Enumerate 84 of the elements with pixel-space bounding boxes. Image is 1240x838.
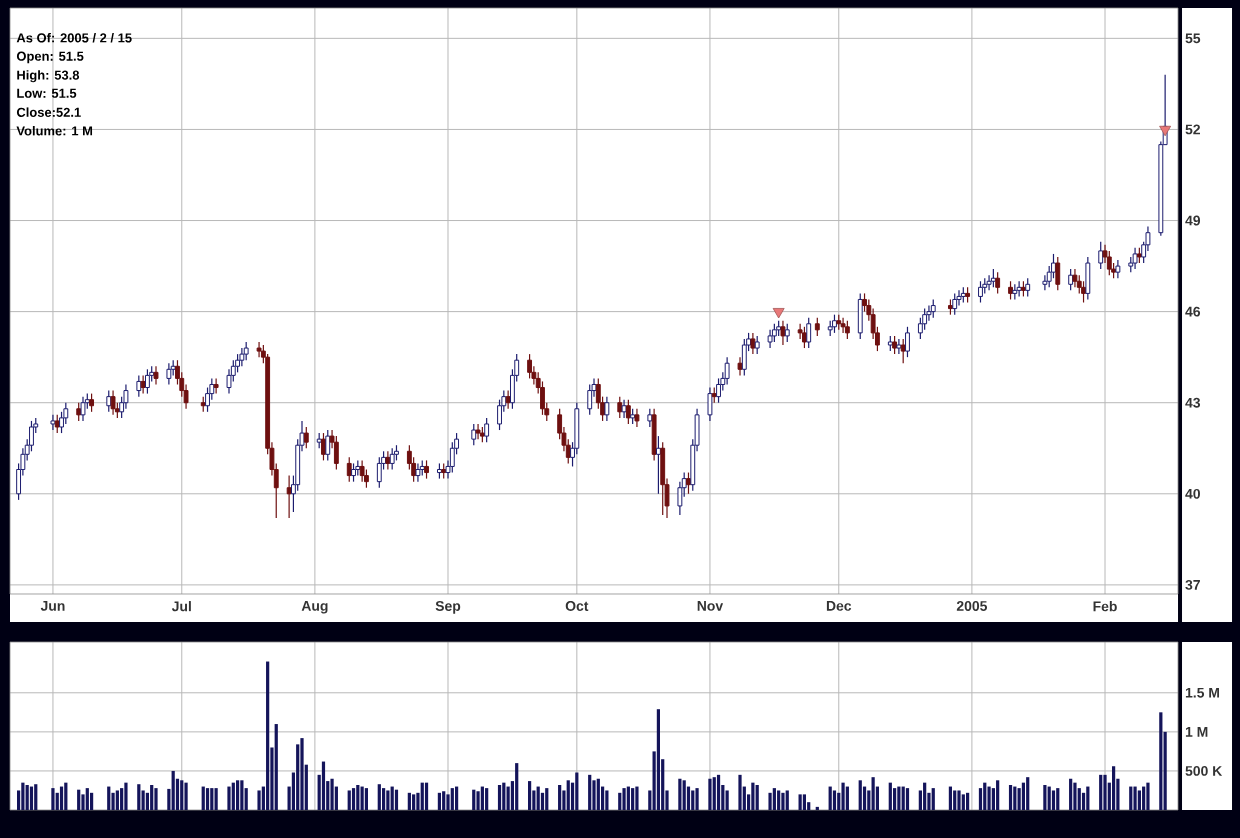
- candlestick: [832, 314, 837, 334]
- candlestick: [677, 481, 683, 516]
- candlestick: [63, 402, 69, 425]
- candlestick: [896, 338, 902, 355]
- candlestick: [587, 383, 593, 416]
- candlestick: [1106, 250, 1112, 276]
- candlestick: [862, 292, 867, 313]
- candlestick: [767, 329, 773, 349]
- candlestick: [59, 411, 64, 434]
- candlestick: [741, 338, 747, 376]
- candlestick: [737, 356, 743, 376]
- candlestick: [1098, 241, 1104, 270]
- candlestick: [29, 420, 34, 452]
- candlestick: [754, 335, 760, 355]
- candlestick: [922, 307, 928, 331]
- candlestick: [1072, 268, 1078, 288]
- candlestick: [89, 393, 95, 413]
- candlestick: [136, 374, 142, 398]
- candlestick: [449, 441, 455, 474]
- candlestick: [389, 447, 395, 471]
- candlestick: [76, 402, 82, 422]
- candlestick: [385, 450, 391, 471]
- candlestick: [239, 347, 245, 367]
- candlestick: [527, 353, 533, 380]
- candlestick: [660, 441, 666, 516]
- candlestick: [363, 468, 369, 489]
- candlestick: [50, 414, 56, 431]
- candlestick: [226, 368, 232, 395]
- candlestick: [978, 280, 983, 304]
- candlestick: [1085, 256, 1091, 301]
- candlestick: [235, 353, 241, 373]
- candlestick: [415, 462, 421, 483]
- candlestick: [351, 462, 356, 483]
- candlestick: [917, 317, 923, 340]
- candlestick: [771, 323, 777, 343]
- candlestick: [333, 435, 339, 471]
- candlestick: [497, 399, 502, 431]
- candlestick: [995, 271, 1001, 294]
- candlestick: [926, 304, 932, 322]
- candlestick: [256, 341, 262, 358]
- candlestick: [540, 380, 545, 416]
- candlestick: [797, 323, 803, 340]
- candlestick: [484, 417, 490, 443]
- candlestick: [1042, 274, 1048, 291]
- candlestick: [123, 383, 129, 410]
- candlestick: [892, 335, 898, 355]
- candlestick: [625, 399, 631, 425]
- candlestick: [1025, 277, 1031, 298]
- candlestick: [617, 396, 623, 419]
- candlestick: [844, 320, 850, 340]
- candlestick: [784, 323, 790, 343]
- candlestick: [1055, 256, 1061, 291]
- candlestick: [905, 326, 910, 358]
- candlestick: [1008, 280, 1013, 301]
- candlestick: [621, 399, 627, 419]
- candlestick: [376, 456, 382, 489]
- candlestick: [54, 414, 60, 434]
- candlestick: [930, 298, 936, 319]
- candlestick: [806, 317, 812, 349]
- candlestick: [956, 289, 962, 307]
- candlestick: [1051, 253, 1056, 279]
- candlestick: [604, 396, 610, 422]
- candlestick: [346, 456, 352, 483]
- candlestick: [303, 426, 309, 449]
- candlestick: [166, 362, 172, 386]
- candlestick: [1068, 268, 1074, 291]
- candlestick: [952, 292, 958, 316]
- candlestick: [213, 377, 219, 395]
- candlestick: [724, 356, 730, 386]
- candlestick: [814, 317, 820, 337]
- candlestick: [471, 423, 477, 446]
- candlestick: [110, 389, 116, 416]
- candlestick: [986, 274, 992, 291]
- candlestick: [716, 377, 721, 404]
- candlestick: [840, 317, 846, 334]
- candlestick: [325, 429, 331, 461]
- candlestick: [243, 341, 249, 361]
- candlestick: [475, 423, 481, 440]
- candlestick: [205, 386, 210, 413]
- candlestick: [647, 408, 653, 428]
- candlestick: [424, 459, 429, 480]
- candlestick: [80, 396, 86, 422]
- candlestick: [801, 326, 807, 349]
- candlestick: [857, 292, 863, 340]
